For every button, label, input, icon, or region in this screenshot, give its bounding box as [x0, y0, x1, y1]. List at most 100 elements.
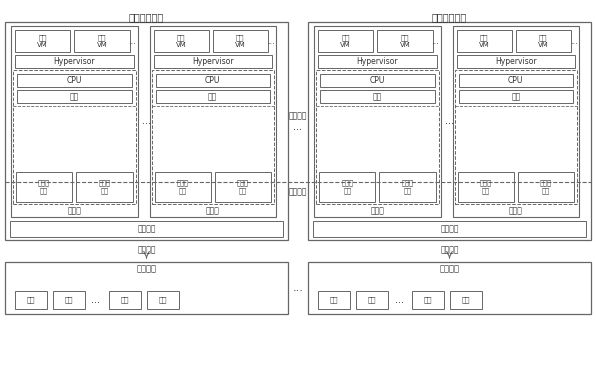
Text: 硬盘: 硬盘 [368, 297, 376, 303]
Bar [518, 172, 574, 202]
Bar [53, 291, 85, 309]
Bar [313, 221, 586, 237]
Bar [154, 30, 209, 52]
Bar [318, 55, 436, 68]
Bar [74, 30, 129, 52]
Text: 超融合一体机: 超融合一体机 [432, 12, 467, 22]
Bar [109, 291, 141, 309]
Text: 固态硬
盘组: 固态硬 盘组 [401, 180, 414, 194]
Text: 管理
VM: 管理 VM [479, 34, 489, 48]
Bar [516, 30, 571, 52]
Bar [458, 74, 573, 87]
Text: Hypervisor: Hypervisor [54, 57, 95, 66]
Text: 用户
VM: 用户 VM [97, 34, 107, 48]
Text: 服务器: 服务器 [370, 207, 384, 216]
Bar [5, 22, 288, 240]
Text: 外部存储: 外部存储 [136, 264, 157, 273]
Text: 硬盘: 硬盘 [462, 297, 470, 303]
Text: 服务器: 服务器 [67, 207, 81, 216]
Bar [5, 262, 288, 314]
Text: 固态硬
盘组: 固态硬 盘组 [98, 180, 110, 194]
Bar [154, 55, 272, 68]
Text: CPU: CPU [205, 76, 221, 85]
Text: ...: ... [445, 117, 454, 126]
Bar [320, 74, 434, 87]
Bar [379, 172, 436, 202]
Text: 硬盘: 硬盘 [424, 297, 432, 303]
Text: 网络模块: 网络模块 [440, 225, 459, 234]
Text: CPU: CPU [508, 76, 523, 85]
Text: 服务器: 服务器 [509, 207, 523, 216]
Text: 硬盘: 硬盘 [27, 297, 35, 303]
Text: 内存: 内存 [208, 92, 218, 101]
Text: Hypervisor: Hypervisor [192, 57, 234, 66]
Bar [151, 70, 274, 204]
Bar [10, 221, 283, 237]
Bar [377, 30, 433, 52]
Bar [457, 30, 512, 52]
Text: Hypervisor: Hypervisor [356, 57, 398, 66]
Bar [314, 26, 440, 217]
Text: 硬盘: 硬盘 [159, 297, 167, 303]
Text: ...: ... [293, 122, 303, 132]
Bar [450, 291, 482, 309]
Bar [17, 90, 132, 103]
Bar [16, 172, 72, 202]
Bar [156, 74, 270, 87]
Bar [457, 55, 575, 68]
Bar [412, 291, 444, 309]
Bar [76, 172, 132, 202]
Text: 服务器: 服务器 [206, 207, 220, 216]
Bar [319, 172, 375, 202]
Text: ...: ... [92, 295, 101, 305]
Bar [15, 30, 70, 52]
Bar [156, 90, 270, 103]
Bar [458, 90, 573, 103]
Bar [17, 74, 132, 87]
Bar [316, 70, 439, 204]
Text: Hypervisor: Hypervisor [495, 57, 536, 66]
Text: 固态硬
盘组: 固态硬 盘组 [540, 180, 552, 194]
Text: CPU: CPU [67, 76, 82, 85]
Text: 纵向扩展: 纵向扩展 [440, 246, 459, 255]
Bar [215, 172, 271, 202]
Text: CPU: CPU [370, 76, 385, 85]
Bar [150, 26, 276, 217]
Bar [213, 30, 268, 52]
Text: 机械硬
盘组: 机械硬 盘组 [341, 180, 353, 194]
Bar [13, 70, 135, 204]
Text: 用户
VM: 用户 VM [399, 34, 410, 48]
Text: 管理
VM: 管理 VM [37, 34, 48, 48]
Text: ...: ... [142, 117, 151, 126]
Text: 用户
VM: 用户 VM [538, 34, 549, 48]
Text: 网络模块: 网络模块 [137, 225, 156, 234]
Bar [11, 26, 138, 217]
Text: 机械硬
盘组: 机械硬 盘组 [176, 180, 188, 194]
Text: ...: ... [129, 36, 136, 45]
Bar [318, 291, 350, 309]
Bar [147, 291, 179, 309]
Bar [452, 26, 579, 217]
Text: 硬盘: 硬盘 [65, 297, 73, 303]
Text: 纵向扩展: 纵向扩展 [137, 246, 156, 255]
Text: ...: ... [570, 36, 578, 45]
Bar [15, 291, 47, 309]
Text: 内存: 内存 [372, 92, 382, 101]
Text: ...: ... [293, 283, 303, 293]
Bar [308, 22, 591, 240]
Text: ...: ... [432, 36, 439, 45]
Text: 横向扩展: 横向扩展 [288, 111, 308, 120]
Text: 外部存储: 外部存储 [439, 264, 460, 273]
Text: 用户
VM: 用户 VM [235, 34, 246, 48]
Bar [308, 262, 591, 314]
Bar [455, 70, 577, 204]
Bar [356, 291, 388, 309]
Bar [154, 172, 211, 202]
Bar [458, 172, 514, 202]
Text: 管理
VM: 管理 VM [340, 34, 351, 48]
Text: 超融合一体机: 超融合一体机 [129, 12, 164, 22]
Text: ...: ... [267, 36, 275, 45]
Bar [15, 55, 134, 68]
Bar [320, 90, 434, 103]
Text: 固态硬
盘组: 固态硬 盘组 [237, 180, 249, 194]
